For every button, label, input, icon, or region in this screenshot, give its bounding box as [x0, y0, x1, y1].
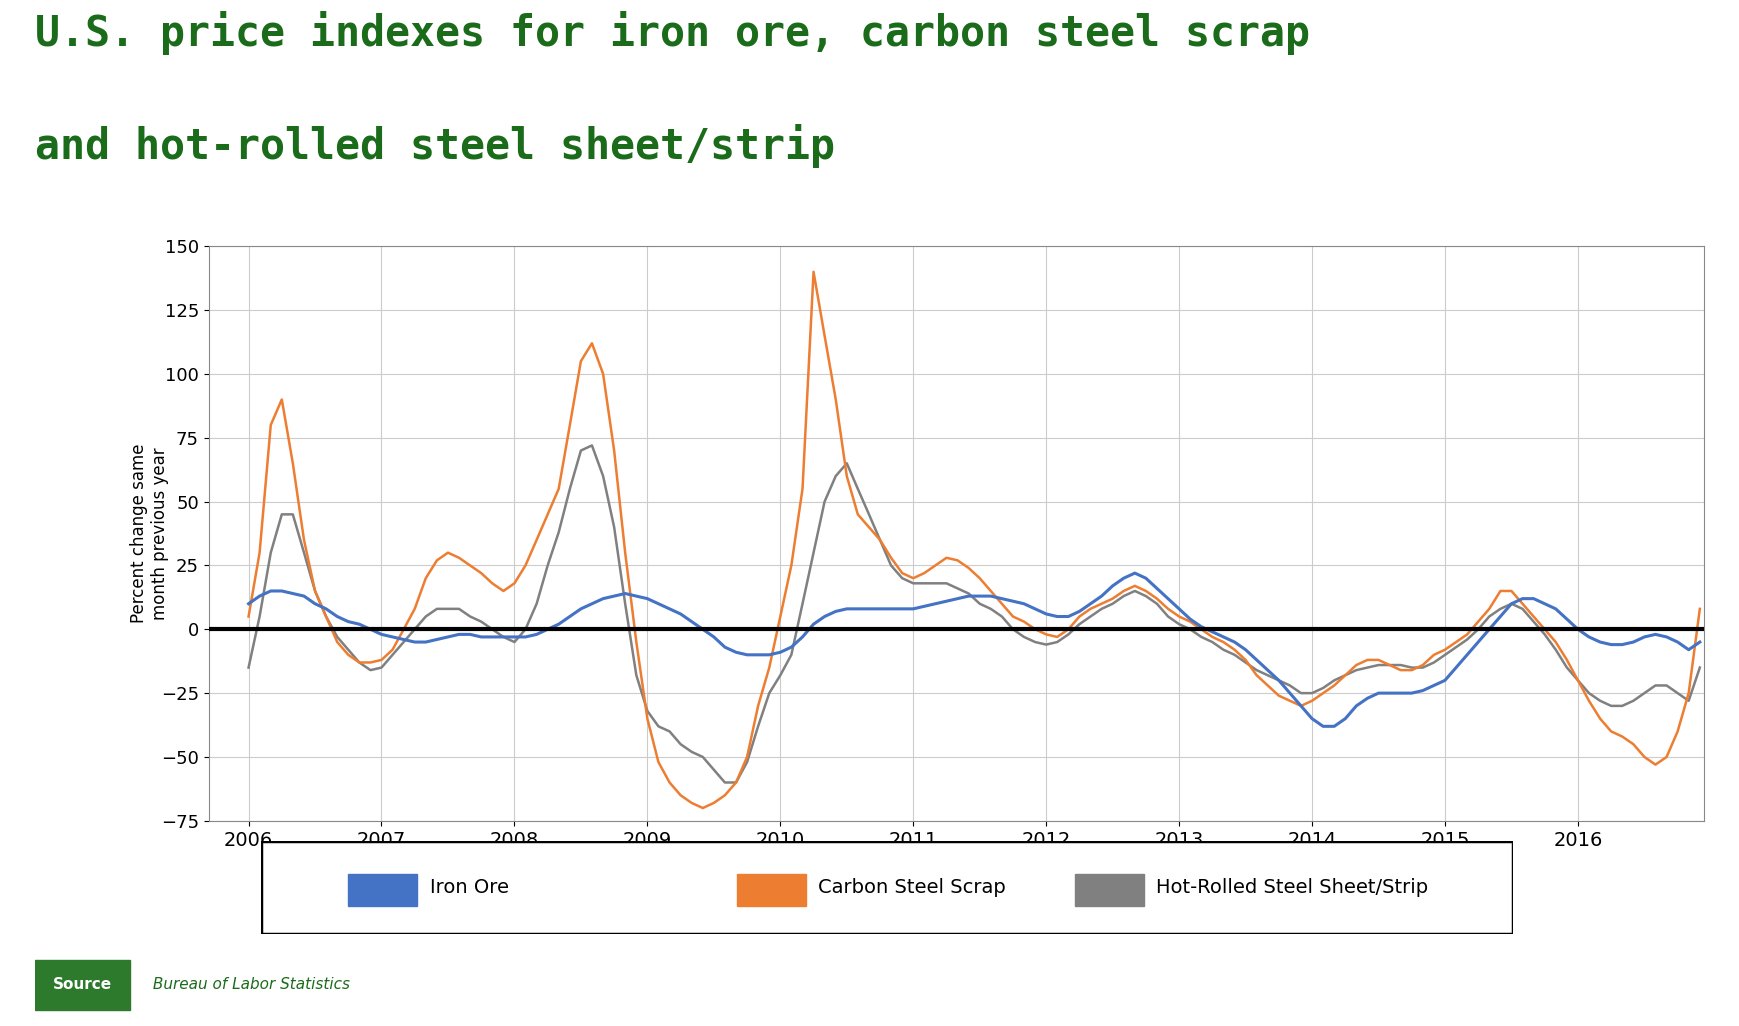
Text: U.S. price indexes for iron ore, carbon steel scrap: U.S. price indexes for iron ore, carbon … — [35, 11, 1309, 55]
FancyBboxPatch shape — [737, 874, 805, 906]
Text: and hot-rolled steel sheet/strip: and hot-rolled steel sheet/strip — [35, 124, 835, 168]
FancyBboxPatch shape — [348, 874, 417, 906]
Text: Bureau of Labor Statistics: Bureau of Labor Statistics — [148, 978, 350, 992]
FancyBboxPatch shape — [35, 960, 130, 1010]
Text: Iron Ore: Iron Ore — [430, 878, 510, 897]
FancyBboxPatch shape — [261, 841, 1513, 934]
Text: Hot-Rolled Steel Sheet/Strip: Hot-Rolled Steel Sheet/Strip — [1156, 878, 1428, 897]
Text: Carbon Steel Scrap: Carbon Steel Scrap — [817, 878, 1005, 897]
Y-axis label: Percent change same
month previous year: Percent change same month previous year — [130, 444, 169, 623]
FancyBboxPatch shape — [1075, 874, 1144, 906]
Text: Source: Source — [54, 978, 111, 992]
